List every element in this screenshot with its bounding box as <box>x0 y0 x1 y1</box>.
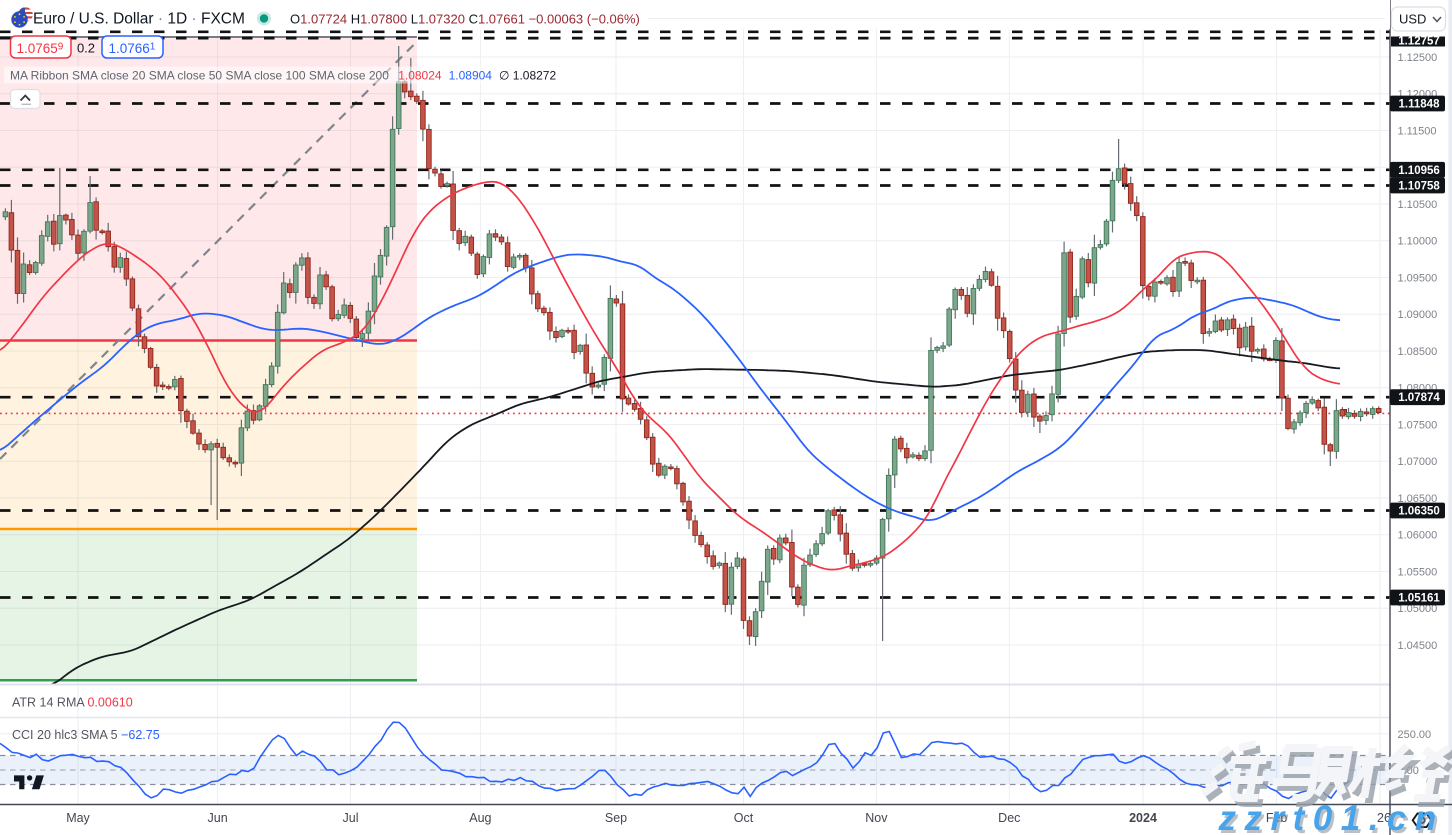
svg-text:1.05000: 1.05000 <box>1398 603 1438 615</box>
svg-text:1.10758: 1.10758 <box>1398 181 1440 193</box>
svg-text:1.10000: 1.10000 <box>1398 236 1438 248</box>
svg-text:Dec: Dec <box>998 811 1020 825</box>
svg-text:1.04500: 1.04500 <box>1398 640 1438 652</box>
svg-text:1.07661: 1.07661 <box>109 41 156 56</box>
svg-text:Jun: Jun <box>208 811 228 825</box>
svg-text:CCI 20 hlc3 SMA 5 −62.75: CCI 20 hlc3 SMA 5 −62.75 <box>12 728 160 742</box>
svg-text:2024: 2024 <box>1129 811 1157 825</box>
svg-text:26: 26 <box>1377 811 1391 825</box>
svg-text:Sep: Sep <box>605 811 627 825</box>
svg-text:Aug: Aug <box>469 811 491 825</box>
svg-text:1.08500: 1.08500 <box>1398 346 1438 358</box>
svg-text:1.09500: 1.09500 <box>1398 273 1438 285</box>
svg-text:1.07500: 1.07500 <box>1398 420 1438 432</box>
svg-text:1.07874: 1.07874 <box>1398 392 1440 404</box>
svg-text:1.10500: 1.10500 <box>1398 199 1438 211</box>
svg-text:0.2: 0.2 <box>77 40 95 55</box>
svg-text:1.07659: 1.07659 <box>17 41 64 56</box>
svg-text:Oct: Oct <box>734 811 754 825</box>
svg-text:zzrt01.cn: zzrt01.cn <box>1220 802 1447 835</box>
svg-text:1.06000: 1.06000 <box>1398 530 1438 542</box>
svg-text:1.11500: 1.11500 <box>1398 126 1437 138</box>
svg-text:May: May <box>66 811 90 825</box>
svg-text:Jul: Jul <box>343 811 359 825</box>
svg-text:Nov: Nov <box>865 811 888 825</box>
svg-text:1.05500: 1.05500 <box>1398 567 1438 579</box>
svg-text:1.11848: 1.11848 <box>1399 99 1441 111</box>
svg-text:1.07000: 1.07000 <box>1398 456 1438 468</box>
svg-text:1.12757: 1.12757 <box>1398 35 1440 47</box>
svg-text:ATR 14 RMA 0.00610: ATR 14 RMA 0.00610 <box>12 696 133 710</box>
svg-text:zzrt01.cn: zzrt01.cn <box>1218 799 1445 835</box>
svg-text:1.06500: 1.06500 <box>1398 493 1438 505</box>
svg-text:1.10956: 1.10956 <box>1398 165 1440 177</box>
svg-text:Euro / U.S. Dollar · 1D · FXCM: Euro / U.S. Dollar · 1D · FXCM <box>33 11 245 28</box>
svg-text:MA Ribbon SMA close 20 SMA clo: MA Ribbon SMA close 20 SMA close 50 SMA … <box>10 69 556 83</box>
svg-text:O1.07724 H1.07800 L1.07320 C1.: O1.07724 H1.07800 L1.07320 C1.07661 −0.0… <box>290 12 640 27</box>
svg-text:USD: USD <box>1399 12 1426 27</box>
svg-text:250.00: 250.00 <box>1398 729 1432 741</box>
svg-text:1.06350: 1.06350 <box>1398 506 1440 518</box>
svg-text:1.05161: 1.05161 <box>1398 593 1440 605</box>
svg-text:Feb: Feb <box>1266 811 1288 825</box>
svg-text:1.12500: 1.12500 <box>1398 52 1438 64</box>
svg-text:1.09000: 1.09000 <box>1398 309 1438 321</box>
